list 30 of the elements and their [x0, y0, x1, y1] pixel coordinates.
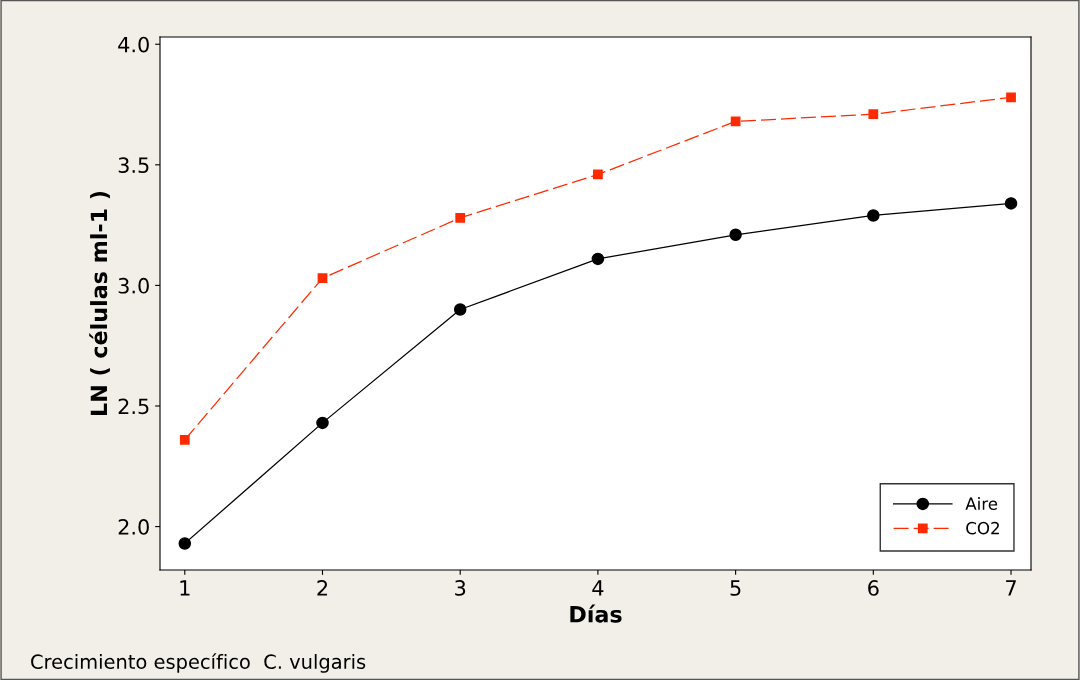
y-tick-label: 4.0: [118, 36, 149, 53]
point: [1006, 92, 1016, 103]
x-tick-label: 7: [1006, 580, 1016, 596]
point: [317, 273, 328, 284]
point: [453, 303, 467, 316]
point: [868, 109, 879, 120]
x-tick-label: 5: [730, 580, 741, 596]
legend-label: CO2: [966, 521, 999, 535]
x-tick-label: 4: [592, 580, 604, 596]
x-tick-label: 2: [317, 580, 328, 596]
x-tick-label: 1: [180, 580, 190, 596]
legend-label: Aire: [965, 497, 998, 510]
point: [316, 416, 329, 430]
point: [1004, 197, 1018, 210]
point: [729, 228, 742, 242]
x-tick-label: 6: [868, 580, 879, 596]
x-tick-label: 3: [455, 580, 466, 596]
y-tick-label: 3.5: [118, 157, 149, 174]
point: [179, 434, 190, 445]
point: [867, 209, 880, 222]
y-axis-title: LN ( células ml-1 ): [89, 191, 110, 415]
y-tick-label: 2.5: [118, 398, 149, 415]
point: [178, 537, 192, 550]
y-tick-label: 3.0: [118, 277, 149, 294]
point: [455, 213, 466, 223]
x-axis-title: Días: [570, 604, 622, 623]
point: [593, 169, 603, 180]
point: [591, 252, 605, 266]
y-tick-label: 2.0: [118, 519, 149, 535]
text: Crecimiento específico C. vulgaris: [31, 653, 366, 673]
